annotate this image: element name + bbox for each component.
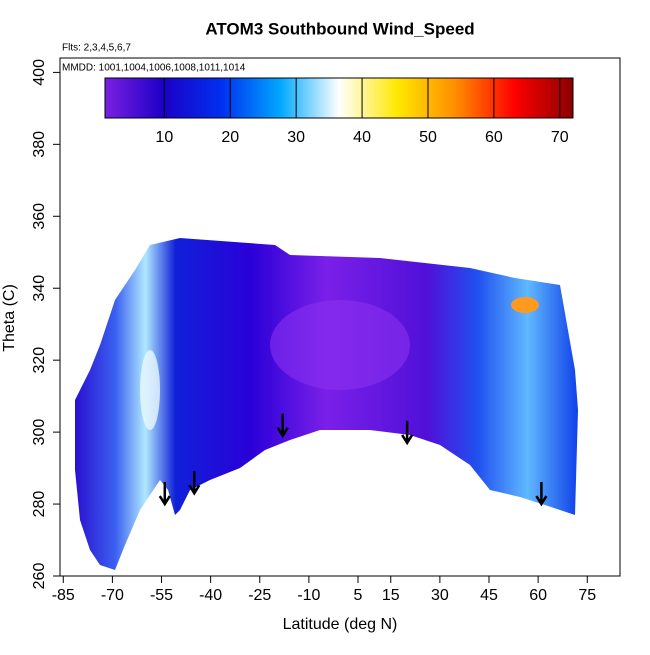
x-tick-label: 15 — [382, 587, 400, 604]
flight-arrow — [158, 482, 171, 507]
colorbar-tick-label: 50 — [419, 129, 437, 146]
y-tick-label: 340 — [31, 275, 48, 302]
colorbar-tick-label: 30 — [287, 129, 305, 146]
x-tick-label: -85 — [52, 587, 75, 604]
flight-arrow — [188, 471, 201, 496]
flight-arrow — [535, 482, 548, 507]
x-tick-label: -70 — [101, 587, 124, 604]
x-tick-label: 45 — [480, 587, 498, 604]
y-tick-label: 400 — [31, 59, 48, 86]
y-tick-label: 260 — [31, 563, 48, 590]
colorbar-tick-label: 70 — [551, 129, 569, 146]
field-patch — [511, 297, 539, 313]
wind-field — [75, 238, 578, 570]
plot-frame — [59, 57, 621, 577]
y-tick-label: 360 — [31, 203, 48, 230]
flight-arrow — [401, 420, 414, 446]
x-tick-label: -10 — [297, 587, 320, 604]
x-tick-label: -40 — [199, 587, 222, 604]
y-tick-label: 380 — [31, 131, 48, 158]
field-patch — [270, 300, 410, 390]
x-tick-label: 60 — [529, 587, 547, 604]
annotation: MMDD: 1001,1004,1006,1008,1011,1014 — [62, 63, 246, 74]
subtitle: Flts: 2,3,4,5,6,7 — [62, 43, 131, 54]
field-patch — [140, 350, 160, 430]
y-tick-label: 280 — [31, 491, 48, 518]
colorbar — [104, 77, 574, 119]
colorbar-tick-label: 20 — [221, 129, 239, 146]
x-tick-label: -25 — [248, 587, 271, 604]
x-tick-label: 5 — [354, 587, 363, 604]
flight-arrow — [276, 413, 289, 439]
y-axis-label: Theta (C) — [1, 284, 18, 352]
x-tick-label: -55 — [150, 587, 173, 604]
y-tick-label: 320 — [31, 347, 48, 374]
colorbar-tick-label: 10 — [155, 129, 173, 146]
chart-title: ATOM3 Southbound Wind_Speed — [205, 19, 474, 38]
colorbar-tick-label: 60 — [485, 129, 503, 146]
x-axis-label: Latitude (deg N) — [283, 616, 398, 633]
x-tick-label: 75 — [578, 587, 596, 604]
colorbar-tick-label: 40 — [353, 129, 371, 146]
y-tick-label: 300 — [31, 419, 48, 446]
x-tick-label: 30 — [431, 587, 449, 604]
